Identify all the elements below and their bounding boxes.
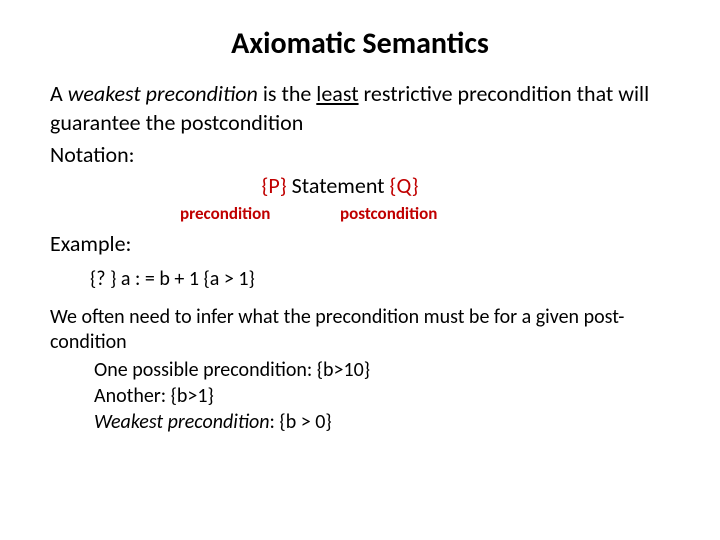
formula-p: {P} xyxy=(262,172,287,199)
formula-q: {Q} xyxy=(390,172,419,199)
weakest-precondition-line: Weakest precondition: {b > 0} xyxy=(94,409,670,435)
example-code: {? } a : = b + 1 {a > 1} xyxy=(90,267,670,291)
formula-labels-row: precondition postcondition xyxy=(180,203,670,224)
intro-pre: A xyxy=(50,80,68,107)
intro-paragraph: A weakest precondition is the least rest… xyxy=(50,80,670,137)
least-term: least xyxy=(316,80,358,107)
possible-precondition-2: Another: {b>1} xyxy=(94,383,670,409)
precondition-label: precondition xyxy=(180,203,330,224)
example-heading: Example: xyxy=(50,230,670,257)
hoare-triple-formula: {P} Statement {Q} xyxy=(10,172,670,199)
weakest-precondition-value: : {b > 0} xyxy=(270,410,332,434)
notation-label: Notation: xyxy=(50,141,670,170)
intro-mid: is the xyxy=(258,80,316,107)
postcondition-label: postcondition xyxy=(340,203,437,224)
slide-content: Axiomatic Semantics A weakest preconditi… xyxy=(0,0,720,455)
weakest-precondition-italic: Weakest precondition xyxy=(94,410,270,434)
possible-precondition-1: One possible precondition: {b>10} xyxy=(94,357,670,383)
weakest-precondition-term: weakest precondition xyxy=(68,80,258,107)
formula-statement: Statement xyxy=(287,172,390,199)
inference-text: We often need to infer what the precondi… xyxy=(50,305,670,355)
slide-title: Axiomatic Semantics xyxy=(50,25,670,62)
